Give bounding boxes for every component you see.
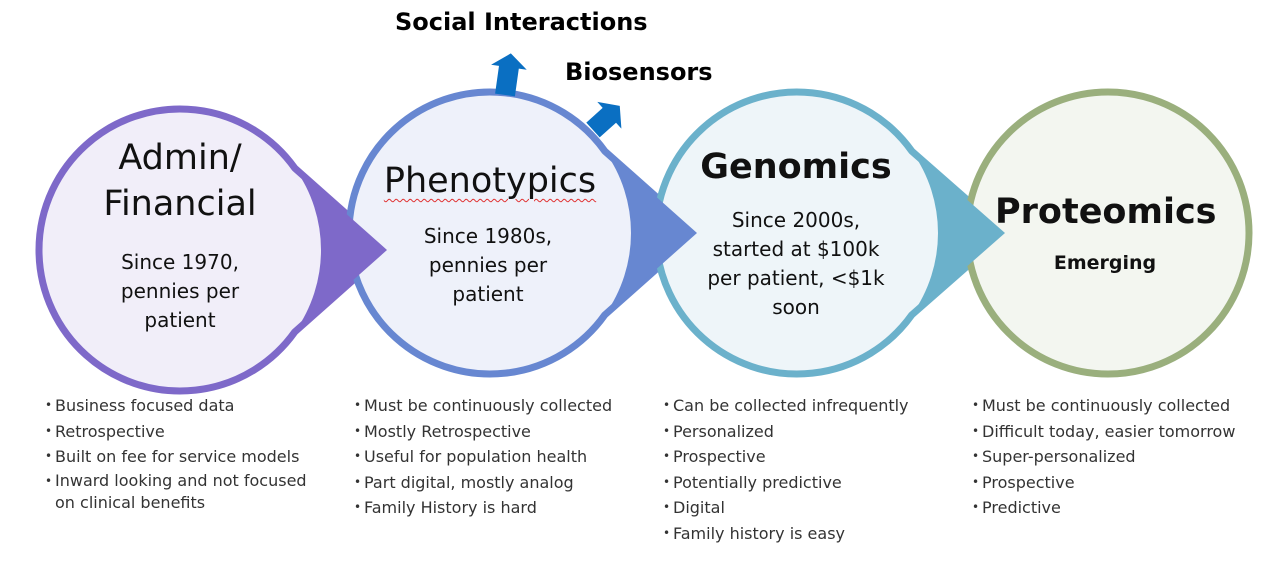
stage-pointer-phenotypics bbox=[604, 151, 697, 315]
stage-subtitle-proteomics: Emerging bbox=[1053, 252, 1157, 274]
callout-social-interactions: Social Interactions bbox=[395, 8, 648, 36]
bullet-item: Built on fee for service models bbox=[45, 444, 310, 470]
bullet-item: Prospective bbox=[663, 444, 953, 470]
stage-subtitle-phenotypics: Since 1980s, pennies per patient bbox=[423, 224, 553, 306]
callout-biosensors: Biosensors bbox=[565, 58, 713, 86]
bullet-item: Mostly Retrospective bbox=[354, 419, 644, 445]
bullet-item: Retrospective bbox=[45, 419, 310, 445]
stage-pointer-admin-financial bbox=[294, 168, 387, 332]
arrow-up-right-icon bbox=[586, 101, 622, 138]
bullets-genomics: Can be collected infrequently Personaliz… bbox=[663, 393, 953, 546]
bullet-item: Prospective bbox=[972, 470, 1267, 496]
stage-title-admin-financial: Admin/ Financial bbox=[103, 138, 257, 224]
stage-subtitle-admin-financial: Since 1970, pennies per patient bbox=[120, 250, 240, 332]
bullets-proteomics: Must be continuously collected Difficult… bbox=[972, 393, 1267, 521]
bullet-item: Digital bbox=[663, 495, 953, 521]
stage-title-phenotypics: Phenotypics bbox=[383, 161, 597, 201]
bullet-item: Useful for population health bbox=[354, 444, 644, 470]
bullet-item: Potentially predictive bbox=[663, 470, 953, 496]
bullet-item: Must be continuously collected bbox=[972, 393, 1267, 419]
bullet-item: Must be continuously collected bbox=[354, 393, 644, 419]
stage-title-proteomics: Proteomics bbox=[995, 192, 1217, 232]
bullet-item: Personalized bbox=[663, 419, 953, 445]
arrow-up-icon bbox=[491, 53, 527, 97]
bullet-item: Inward looking and not focused on clinic… bbox=[45, 470, 310, 514]
bullet-item: Super-personalized bbox=[972, 444, 1267, 470]
bullet-item: Can be collected infrequently bbox=[663, 393, 953, 419]
bullets-admin-financial: Business focused data Retrospective Buil… bbox=[45, 393, 310, 514]
bullet-item: Family History is hard bbox=[354, 495, 644, 521]
bullet-item: Difficult today, easier tomorrow bbox=[972, 419, 1267, 445]
bullet-item: Part digital, mostly analog bbox=[354, 470, 644, 496]
bullet-item: Predictive bbox=[972, 495, 1267, 521]
stage-subtitle-genomics: Since 2000s, started at $100k per patien… bbox=[707, 208, 885, 319]
bullet-item: Family history is easy bbox=[663, 521, 953, 547]
bullets-phenotypics: Must be continuously collected Mostly Re… bbox=[354, 393, 644, 521]
stage-title-genomics: Genomics bbox=[700, 147, 892, 187]
bullet-item: Business focused data bbox=[45, 393, 310, 419]
stage-pointer-genomics bbox=[911, 151, 1005, 315]
stage-shape-admin-financial bbox=[35, 105, 393, 395]
